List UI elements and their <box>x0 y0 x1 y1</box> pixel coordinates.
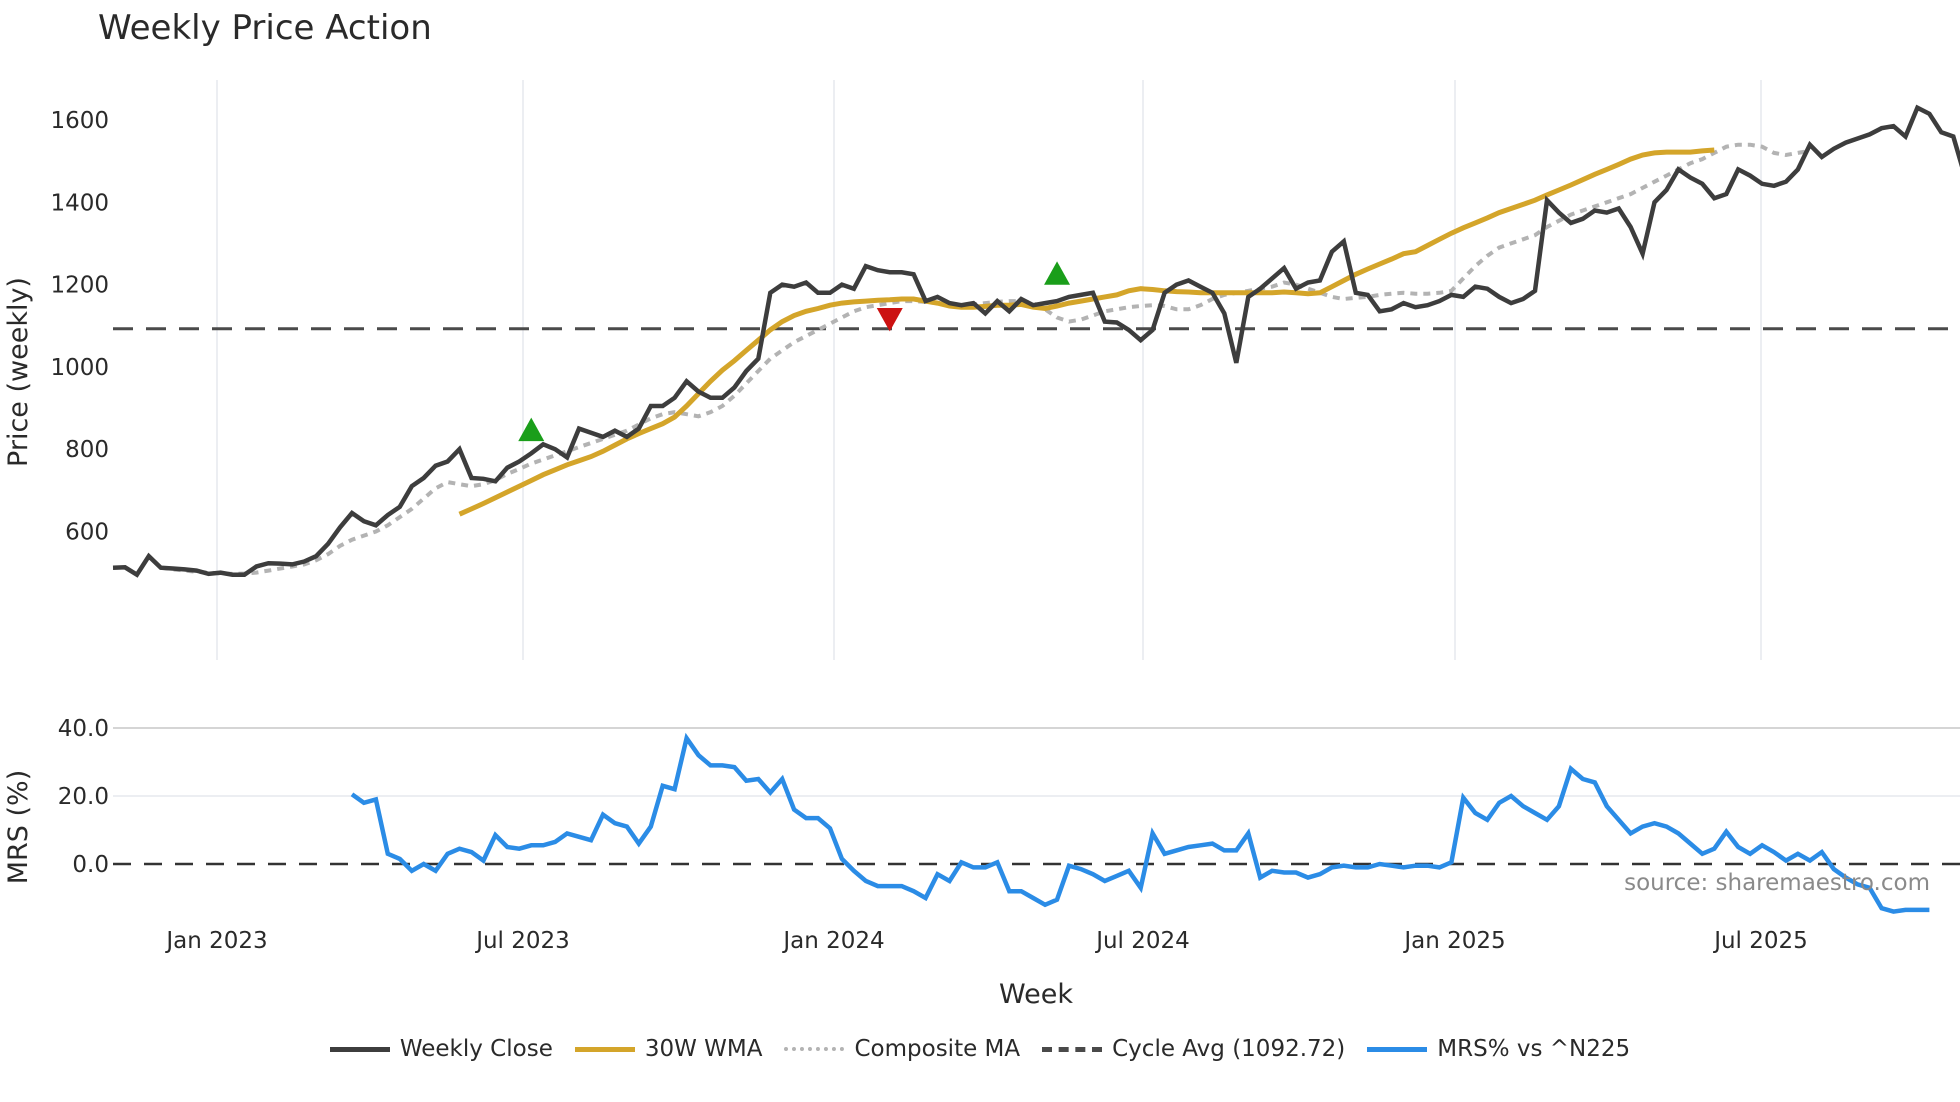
source-note: source: sharemaestro.com <box>1624 870 1930 896</box>
legend-label: MRS% vs ^N225 <box>1437 1036 1631 1062</box>
legend-swatch-icon <box>329 1046 390 1052</box>
legend-label: Weekly Close <box>399 1036 553 1062</box>
buy-signal-icon <box>518 417 545 442</box>
legend-label: 30W WMA <box>644 1036 763 1062</box>
wma30-line <box>458 147 1715 517</box>
legend-item-mrs[interactable]: MRS% vs ^N225 <box>1367 1036 1630 1062</box>
sell-signal-icon <box>876 307 903 332</box>
legend-item-weekly-close[interactable]: Weekly Close <box>329 1036 553 1062</box>
legend-swatch-icon <box>1042 1046 1103 1052</box>
signal-markers <box>518 261 1071 442</box>
mrs-tick-label: 0.0 <box>72 852 109 878</box>
x-axis-title: Week <box>999 979 1073 1010</box>
y-tick-label: 1000 <box>50 355 109 381</box>
x-tick-label: Jan 2024 <box>781 928 884 954</box>
x-tick-label: Jan 2025 <box>1402 928 1505 954</box>
mrs-y-axis: 0.0 20.0 40.0 <box>58 716 109 878</box>
mrs-tick-label: 20.0 <box>58 784 109 810</box>
legend-item-cycle-avg[interactable]: Cycle Avg (1092.72) <box>1042 1036 1345 1062</box>
y-tick-label: 600 <box>65 520 109 546</box>
composite-ma-line <box>160 142 1811 576</box>
weekly-close-line <box>112 104 1960 578</box>
legend-item-wma30[interactable]: 30W WMA <box>574 1036 763 1062</box>
legend-item-composite-ma[interactable]: Composite MA <box>784 1036 1020 1062</box>
mrs-y-axis-title: MRS (%) <box>3 770 34 885</box>
price-gridlines <box>216 80 1762 660</box>
legend-swatch-icon <box>1367 1046 1428 1052</box>
y-tick-label: 1200 <box>50 273 109 299</box>
x-tick-label: Jul 2023 <box>474 928 570 954</box>
legend-swatch-icon <box>574 1046 635 1052</box>
mrs-gridlines <box>113 727 1960 797</box>
x-axis: Jan 2023 Jul 2023 Jan 2024 Jul 2024 Jan 2025… <box>164 928 1807 954</box>
x-tick-label: Jul 2024 <box>1094 928 1190 954</box>
mrs-tick-label: 40.0 <box>58 716 109 742</box>
x-tick-label: Jul 2025 <box>1712 928 1808 954</box>
legend-label: Cycle Avg (1092.72) <box>1112 1036 1346 1062</box>
y-tick-label: 800 <box>65 437 109 463</box>
legend-swatch-icon <box>784 1047 845 1051</box>
legend-label: Composite MA <box>854 1036 1021 1062</box>
legend: Weekly Close 30W WMA Composite MA Cycle Avg… <box>0 1036 1960 1062</box>
y-tick-label: 1600 <box>50 108 109 134</box>
buy-signal-icon <box>1044 261 1071 285</box>
chart-title: Weekly Price Action <box>98 8 432 48</box>
mrs-line <box>350 732 1930 914</box>
y-tick-label: 1400 <box>50 190 109 216</box>
price-y-axis: 600 800 1000 1200 1400 1600 <box>50 108 109 546</box>
price-y-axis-title: Price (weekly) <box>3 277 34 467</box>
x-tick-label: Jan 2023 <box>164 928 267 954</box>
